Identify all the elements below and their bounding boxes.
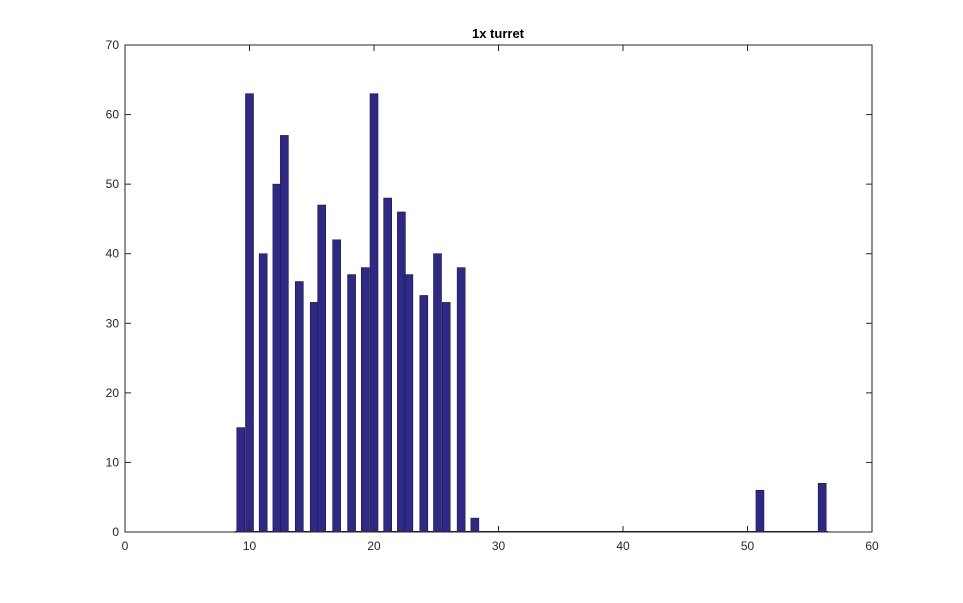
y-tick-label: 70 bbox=[106, 38, 120, 52]
bar bbox=[456, 267, 466, 533]
bar bbox=[236, 427, 246, 533]
x-tick-label: 50 bbox=[741, 539, 755, 553]
bar bbox=[360, 267, 370, 533]
y-tick-label: 30 bbox=[106, 316, 120, 330]
bar bbox=[294, 281, 304, 533]
y-tick-label: 0 bbox=[112, 525, 119, 539]
bar bbox=[755, 489, 765, 533]
y-tick-label: 20 bbox=[106, 386, 120, 400]
tick-labels-layer: 0 10 20 30 40 50 60 0 10 20 30 40 50 60 70 bbox=[106, 38, 879, 553]
y-tick-label: 10 bbox=[106, 455, 120, 469]
bar bbox=[441, 302, 451, 533]
bar bbox=[309, 302, 319, 533]
bar bbox=[280, 135, 289, 533]
x-tick-label: 0 bbox=[122, 539, 129, 553]
bar bbox=[404, 274, 414, 533]
chart-title: 1x turret bbox=[472, 26, 525, 41]
bar bbox=[245, 93, 254, 533]
bar bbox=[433, 253, 442, 533]
bar bbox=[272, 183, 282, 533]
bars-layer bbox=[236, 93, 827, 533]
ticks-layer bbox=[124, 44, 873, 533]
bar bbox=[383, 197, 392, 533]
bar bbox=[419, 295, 429, 533]
bar bbox=[817, 482, 827, 533]
bar bbox=[332, 239, 341, 533]
x-tick-label: 40 bbox=[616, 539, 630, 553]
bar bbox=[470, 517, 480, 533]
bar bbox=[317, 204, 327, 533]
bar bbox=[347, 274, 356, 533]
x-tick-label: 10 bbox=[243, 539, 257, 553]
x-tick-label: 60 bbox=[865, 539, 879, 553]
bar bbox=[258, 253, 268, 533]
x-tick-label: 30 bbox=[492, 539, 506, 553]
y-tick-label: 50 bbox=[106, 177, 120, 191]
bar bbox=[369, 93, 379, 533]
y-tick-label: 60 bbox=[106, 108, 120, 122]
x-tick-label: 20 bbox=[367, 539, 381, 553]
bar bbox=[397, 211, 406, 533]
y-tick-label: 40 bbox=[106, 247, 120, 261]
